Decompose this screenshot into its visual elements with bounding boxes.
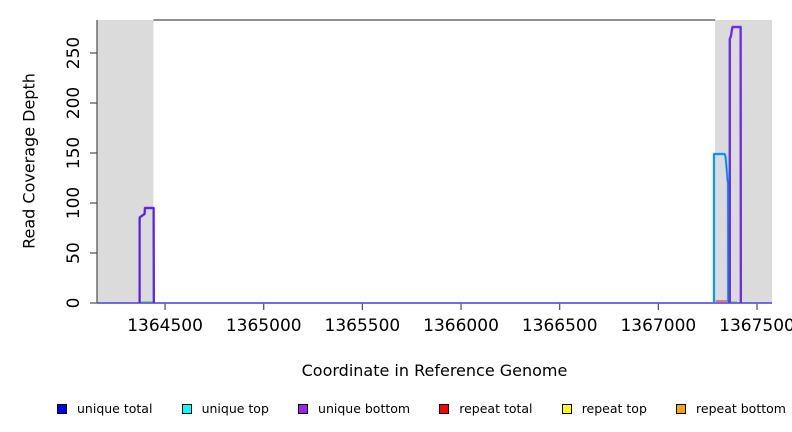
- legend-item-unique-total: unique total: [57, 401, 152, 416]
- legend-swatch-repeat-top: [561, 403, 572, 414]
- x-tick-label: 1364500: [127, 316, 203, 336]
- x-tick-label: 1367500: [719, 316, 792, 336]
- legend: unique total unique top unique bottom repea…: [57, 401, 786, 416]
- legend-label-unique-total: unique total: [77, 401, 153, 416]
- masked-region-right: [715, 20, 772, 303]
- legend-label-repeat-bottom: repeat bottom: [696, 401, 786, 416]
- y-axis-title: Read Coverage Depth: [19, 73, 39, 249]
- legend-swatch-unique-bottom: [298, 403, 309, 414]
- legend-label-unique-top: unique top: [201, 401, 269, 416]
- legend-swatch-repeat-bottom: [676, 403, 687, 414]
- legend-swatch-unique-total: [57, 403, 67, 414]
- legend-item-repeat-top: repeat top: [561, 401, 647, 416]
- x-tick-label: 1366500: [522, 316, 598, 336]
- legend-swatch-repeat-total: [439, 403, 450, 414]
- y-tick-label: 0: [64, 298, 84, 309]
- x-tick-label: 1367000: [620, 316, 696, 336]
- legend-swatch-unique-top: [181, 403, 192, 414]
- unique-top-right-peak: [713, 153, 729, 304]
- legend-item-unique-bottom: unique bottom: [298, 401, 410, 416]
- y-tick-label: 250: [64, 37, 84, 69]
- y-tick-label: 50: [64, 242, 84, 264]
- legend-label-repeat-total: repeat total: [459, 401, 533, 416]
- legend-label-repeat-top: repeat top: [581, 401, 647, 416]
- unique-bottom-right-peak: [729, 26, 742, 304]
- x-axis-title: Coordinate in Reference Genome: [301, 361, 568, 380]
- legend-label-unique-bottom: unique bottom: [318, 401, 411, 416]
- legend-item-repeat-total: repeat total: [439, 401, 533, 416]
- legend-item-repeat-bottom: repeat bottom: [676, 401, 786, 416]
- x-tick-label: 1365000: [226, 316, 302, 336]
- y-tick-label: 200: [64, 87, 84, 119]
- y-tick-label: 100: [64, 187, 84, 219]
- legend-item-unique-top: unique top: [181, 401, 269, 416]
- x-tick-label: 1365500: [325, 316, 401, 336]
- unique-bottom-left-peak: [139, 207, 155, 304]
- masked-region-left: [97, 20, 154, 303]
- y-tick-label: 150: [64, 137, 84, 169]
- x-tick-label: 1366000: [423, 316, 499, 336]
